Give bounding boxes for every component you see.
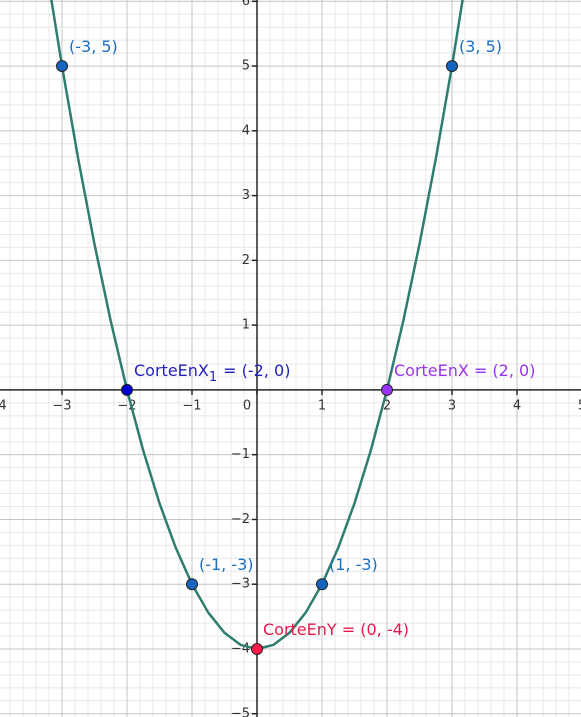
- y-tick-label: −5: [231, 706, 250, 717]
- point: [445, 60, 458, 73]
- y-tick-label: 1: [242, 318, 250, 333]
- point-label-text: (-1, -3): [199, 555, 254, 574]
- point-label-text: = (-2, 0): [223, 360, 290, 379]
- y-tick-label: 6: [242, 0, 250, 9]
- point-label: CorteEnX = (2, 0): [394, 360, 535, 379]
- y-tick-label: 5: [242, 59, 250, 74]
- point-label-text: (-3, 5): [69, 37, 118, 56]
- y-tick-label: 3: [242, 188, 250, 203]
- x-tick-label: 4: [513, 398, 521, 413]
- point-label-text: CorteEnX: [134, 360, 209, 379]
- point: [380, 383, 393, 396]
- y-tick-label: −1: [231, 447, 250, 462]
- x-tick-label: −4: [0, 398, 7, 413]
- point-label: (-3, 5): [69, 37, 118, 56]
- point-label: (3, 5): [459, 37, 502, 56]
- point: [315, 578, 328, 591]
- x-tick-label: 2: [383, 398, 391, 413]
- y-tick-label: −2: [231, 512, 250, 527]
- point: [56, 60, 69, 73]
- point-label-text: CorteEnY = (0, -4): [263, 619, 409, 638]
- x-tick-label: 3: [448, 398, 456, 413]
- point: [121, 383, 134, 396]
- x-tick-label: 0: [243, 398, 251, 413]
- point-label-subscript: 1: [209, 369, 217, 384]
- point: [250, 642, 263, 655]
- point-label: (1, -3): [329, 555, 378, 574]
- point-label: CorteEnY = (0, -4): [263, 619, 409, 638]
- y-tick-label: −3: [231, 577, 250, 592]
- point-label-text: (1, -3): [329, 555, 378, 574]
- point-label: (-1, -3): [199, 555, 254, 574]
- x-tick-label: 1: [318, 398, 326, 413]
- y-tick-label: 4: [242, 123, 250, 138]
- point: [185, 578, 198, 591]
- x-tick-label: −3: [52, 398, 71, 413]
- point-label-text: (3, 5): [459, 37, 502, 56]
- x-tick-label: −1: [182, 398, 201, 413]
- x-tick-label: 5: [578, 398, 581, 413]
- point-label-text: CorteEnX = (2, 0): [394, 360, 535, 379]
- y-tick-label: 2: [242, 253, 250, 268]
- point-label: CorteEnX1 = (-2, 0): [134, 360, 290, 384]
